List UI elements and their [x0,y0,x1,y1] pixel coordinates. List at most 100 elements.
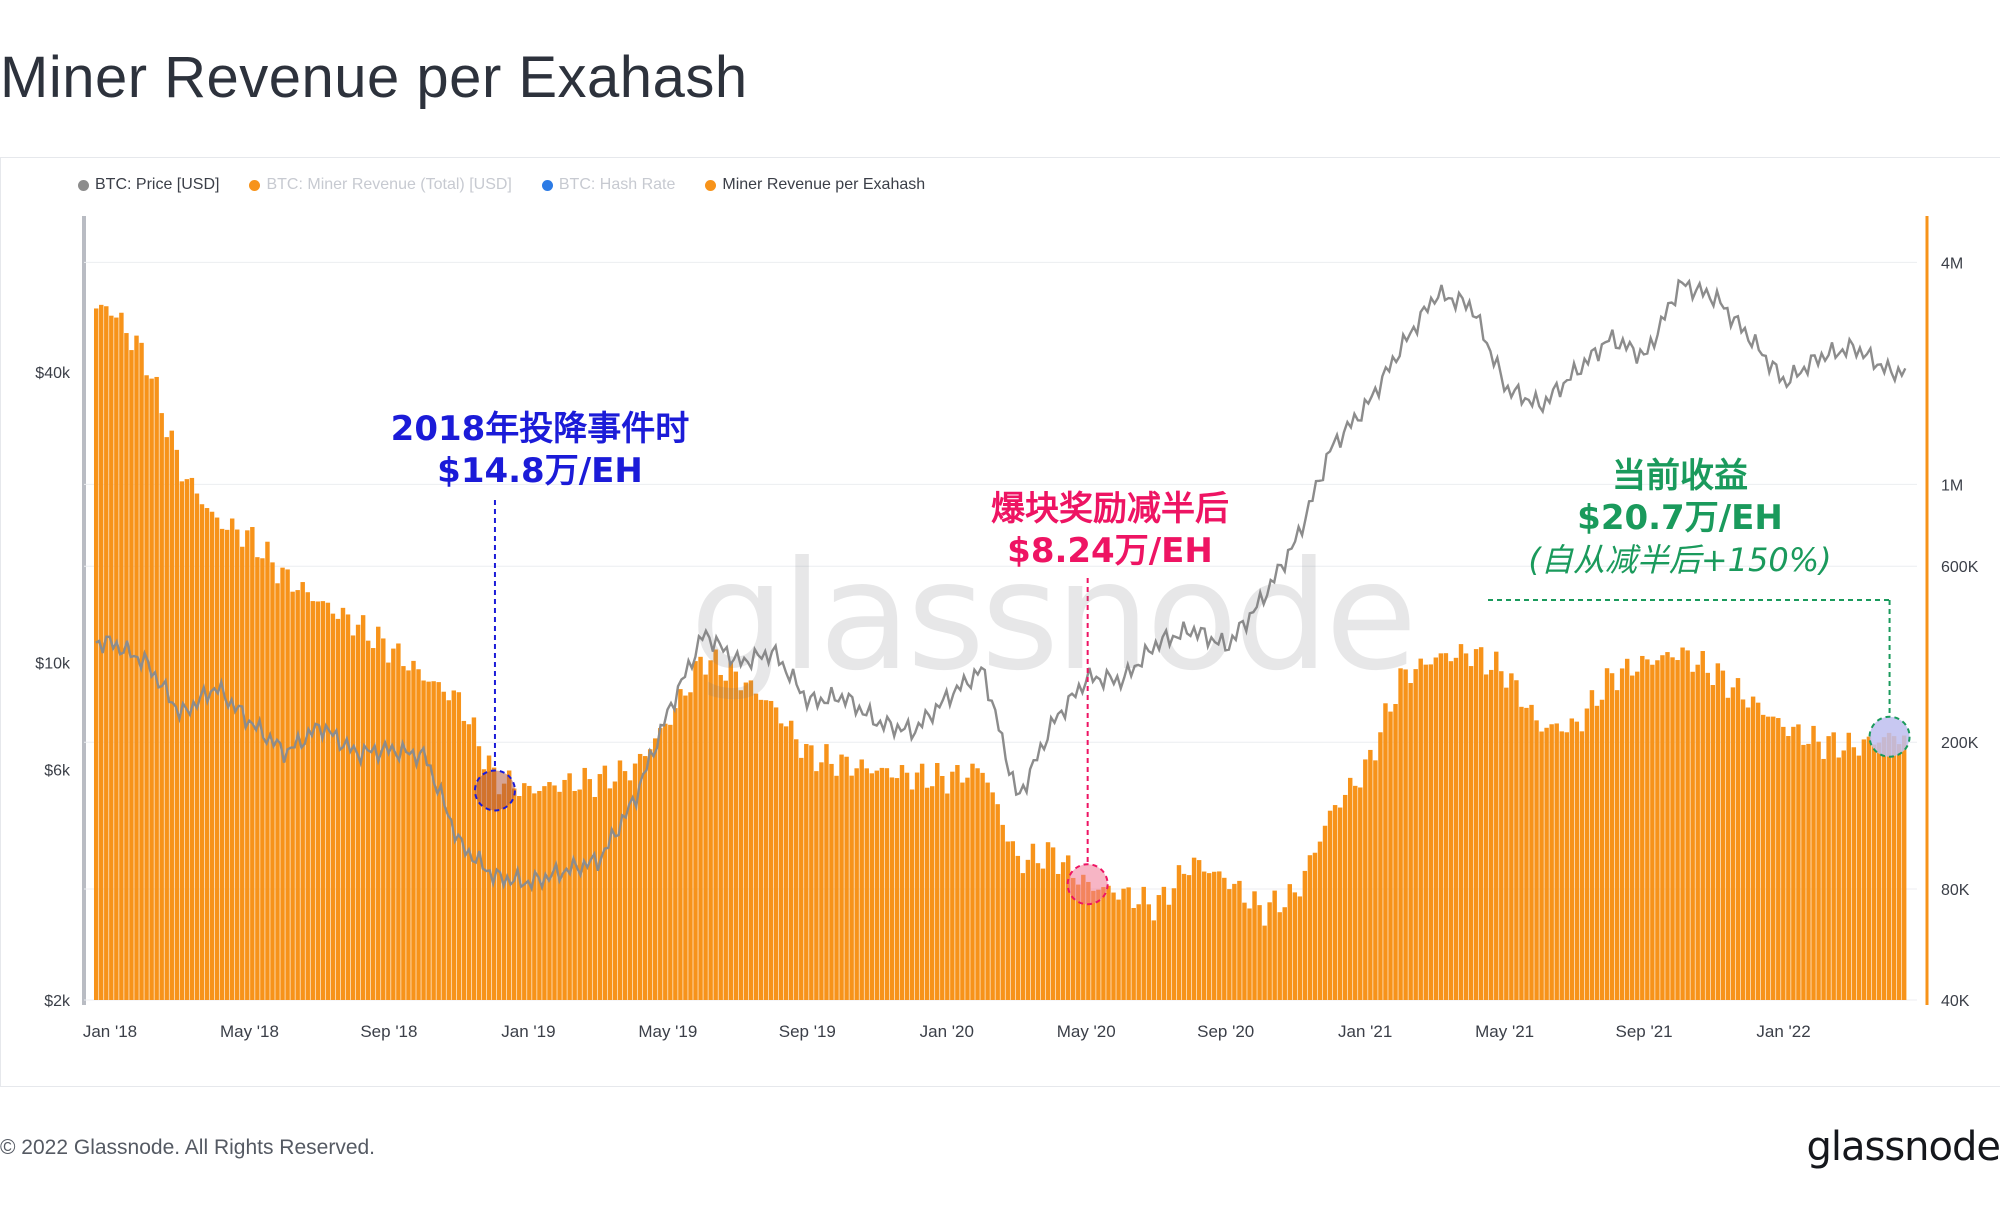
revenue-bar [653,738,658,1000]
revenue-bar [300,582,305,1000]
revenue-bar [1156,895,1162,1000]
revenue-bar [1020,873,1026,1000]
legend-item-price[interactable]: BTC: Price [USD] [78,176,219,194]
revenue-bar [295,590,300,1000]
revenue-bar [1710,685,1716,1000]
revenue-bar [1071,877,1076,1000]
left-axis-tick-label: $40k [35,365,71,382]
revenue-bar [567,773,572,1000]
revenue-bar [1891,736,1897,1000]
x-axis-tick-label: Sep '18 [360,1022,417,1041]
chart-panel [0,157,2000,1087]
revenue-bar [179,481,185,1000]
revenue-bar [1272,890,1277,1000]
revenue-bar [1504,687,1509,1000]
revenue-bar [834,775,839,1000]
revenue-bar [935,762,940,1000]
revenue-bar [355,624,361,1000]
x-axis-tick-label: May '20 [1057,1022,1116,1041]
revenue-bar [1347,777,1353,1000]
revenue-bar [1564,732,1569,1000]
revenue-bar [1685,650,1690,1000]
revenue-bar [1670,657,1675,1000]
revenue-bar [94,308,99,1000]
annotation-current: 当前收益 $20.7万/EH (自从减半后+150%) [1500,455,1860,581]
annotation-line: 爆块奖励减半后 [991,489,1229,529]
revenue-bar [894,778,900,1000]
revenue-bar [1428,664,1434,1000]
revenue-bar [753,693,759,1000]
revenue-bar [557,791,562,1000]
revenue-bar [159,413,164,1000]
x-axis-tick-label: May '21 [1475,1022,1534,1041]
revenue-bar [1468,666,1474,1000]
revenue-bar [1786,736,1791,1000]
revenue-bar [783,726,789,1000]
revenue-bar [950,771,955,1000]
revenue-bar [1539,731,1544,1000]
revenue-bar [1509,673,1514,1000]
revenue-bar [688,692,693,1000]
revenue-bar [1257,905,1262,1000]
revenue-bar [647,749,653,1000]
revenue-bar [1529,704,1534,1000]
revenue-bar [1060,862,1066,1000]
revenue-bar [1015,855,1021,1000]
revenue-bar [1886,732,1892,1000]
revenue-bar [1065,855,1071,1000]
revenue-bar [506,770,512,1000]
revenue-bar [1076,884,1081,1000]
capitulation-marker [473,769,516,812]
revenue-bar [235,529,240,1000]
revenue-bar [1745,707,1751,1000]
revenue-bar [693,661,698,1000]
revenue-bar [1680,647,1685,1000]
revenue-bar [184,479,190,1000]
revenue-bar [1277,912,1282,1000]
revenue-bar [955,765,960,1000]
revenue-bar [642,756,648,1000]
x-axis-tick-label: Sep '20 [1197,1022,1254,1041]
revenue-bar [788,720,794,1000]
revenue-bar [1186,875,1192,1000]
revenue-bar [1141,886,1146,1000]
revenue-bar [1353,785,1358,1000]
revenue-bar [260,558,265,1000]
revenue-bar [945,793,950,1000]
revenue-bar [960,782,965,1000]
legend-item-revenue-per-exahash[interactable]: Miner Revenue per Exahash [705,176,925,194]
revenue-bar [386,662,391,1000]
revenue-bar [1589,690,1595,1000]
revenue-bar [627,780,633,1000]
revenue-bar [1126,887,1131,1000]
x-axis-tick-label: May '19 [638,1022,697,1041]
revenue-bar [1307,855,1313,1000]
revenue-bar [990,792,995,1000]
revenue-bar [310,601,315,1000]
revenue-bar [1871,744,1877,1000]
legend-item-hash-rate[interactable]: BTC: Hash Rate [541,176,675,194]
revenue-bar [1624,658,1630,1000]
revenue-bar [255,557,260,1000]
revenue-bar [1640,655,1645,1000]
revenue-bar [995,804,1000,1000]
revenue-bar [1791,726,1796,1000]
revenue-bar [1212,871,1217,1000]
revenue-bar [1327,810,1333,1000]
halving-marker [1066,863,1109,906]
revenue-bar [1423,664,1428,1000]
legend-item-miner-revenue[interactable]: BTC: Miner Revenue (Total) [USD] [249,176,512,194]
revenue-bar [1398,668,1403,1000]
revenue-bar [124,333,129,1001]
revenue-bar [1363,759,1368,1000]
revenue-bar [1599,699,1605,1000]
revenue-bar [839,754,844,1000]
left-axis-tick-label: $2k [44,993,71,1010]
annotation-value: $8.24万/EH [1007,531,1213,571]
revenue-bar [164,437,169,1000]
revenue-bar [1579,731,1585,1000]
revenue-bar [1136,904,1141,1000]
revenue-bar [733,671,739,1000]
revenue-bar [1101,887,1106,1000]
revenue-bar [1191,857,1197,1000]
